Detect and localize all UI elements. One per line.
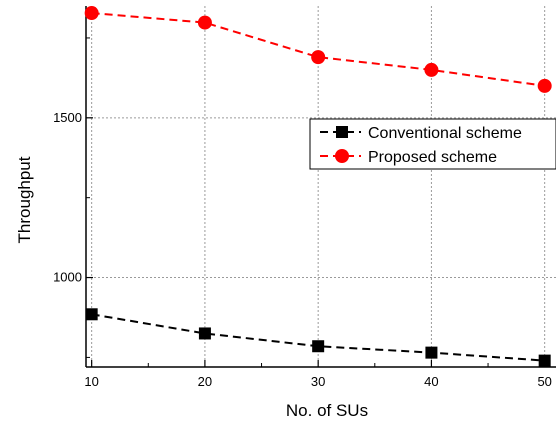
- x-tick-label: 20: [198, 374, 212, 389]
- legend-marker-1: [335, 149, 349, 163]
- legend-marker-0: [336, 126, 348, 138]
- data-point-1: [311, 50, 326, 65]
- legend-label-1: Proposed scheme: [368, 149, 497, 166]
- legend-box: [309, 118, 556, 170]
- series-layer: [84, 6, 552, 367]
- data-point-1: [424, 62, 439, 77]
- data-point-1: [84, 6, 99, 21]
- series-line-0: [91, 313, 545, 362]
- x-tick-label: 50: [537, 374, 551, 389]
- x-tick-label: 30: [311, 374, 325, 389]
- y-axis-label: Throughput: [15, 156, 34, 243]
- data-point-0: [85, 308, 98, 321]
- y-tick-label: 1000: [53, 270, 82, 285]
- data-point-0: [312, 340, 325, 353]
- y-tick-label: 1500: [53, 110, 82, 125]
- x-axis-label: No. of SUs: [286, 401, 368, 420]
- data-point-1: [197, 15, 212, 30]
- x-tick-label: 10: [84, 374, 98, 389]
- x-tick-label: 40: [424, 374, 438, 389]
- tick-labels: 10 20 30 40 50 1000 1500: [53, 110, 552, 389]
- data-point-1: [537, 78, 552, 93]
- legend-label-0: Conventional scheme: [368, 125, 522, 142]
- series-line-1: [91, 12, 545, 87]
- data-point-0: [425, 346, 438, 359]
- legend: Conventional scheme Proposed scheme: [309, 118, 556, 170]
- data-point-0: [538, 354, 551, 367]
- data-point-0: [198, 327, 211, 340]
